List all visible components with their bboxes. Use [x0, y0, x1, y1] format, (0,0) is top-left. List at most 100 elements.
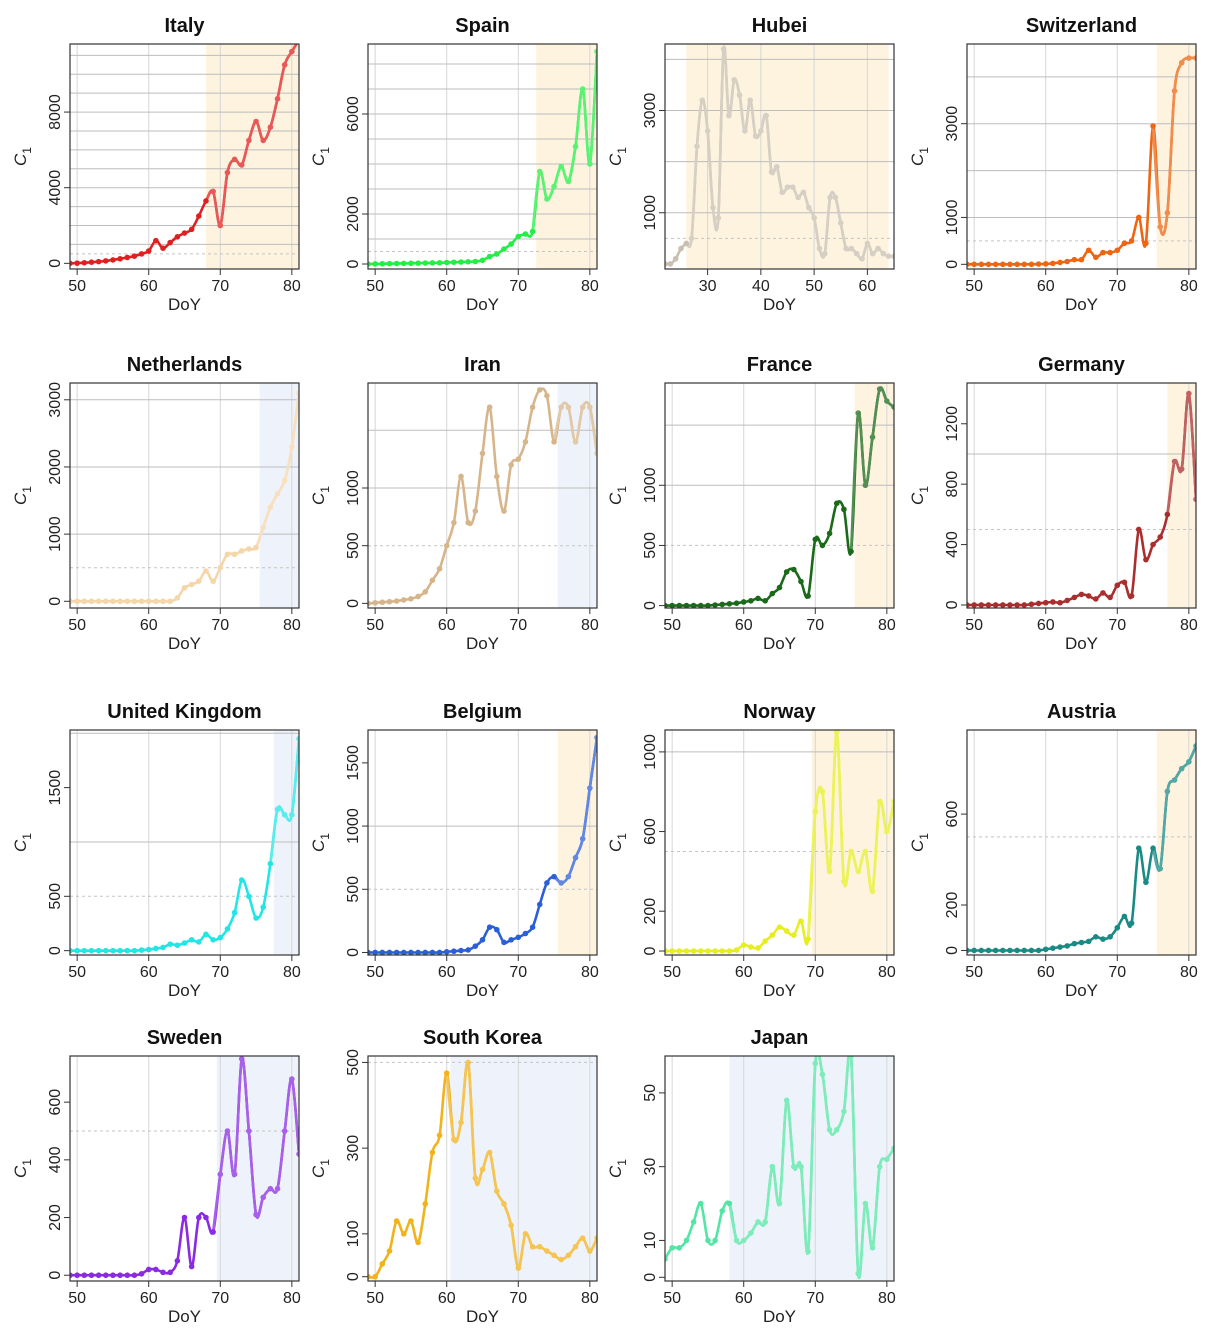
- data-point: [565, 178, 572, 185]
- x-axis-label: DoY: [466, 981, 499, 1000]
- data-point: [415, 260, 421, 266]
- x-tick-label: 50: [68, 1290, 86, 1307]
- data-point: [281, 477, 288, 484]
- data-point: [1157, 224, 1164, 230]
- data-point: [408, 595, 414, 602]
- data-point: [826, 868, 833, 875]
- data-point: [800, 189, 807, 196]
- data-point: [145, 248, 152, 254]
- data-point: [1057, 944, 1063, 950]
- data-point: [1128, 238, 1135, 244]
- data-point: [726, 112, 732, 119]
- data-point: [117, 255, 123, 262]
- data-point: [1021, 261, 1028, 268]
- shaded-period: [686, 44, 889, 269]
- data-point: [138, 251, 145, 257]
- data-point: [117, 598, 123, 605]
- data-point: [1035, 600, 1042, 607]
- data-point: [551, 1252, 557, 1259]
- data-point: [884, 828, 890, 835]
- x-tick-label: 60: [735, 964, 753, 981]
- data-point: [811, 215, 817, 221]
- data-point: [443, 542, 450, 549]
- data-point: [536, 168, 543, 175]
- data-point: [494, 473, 500, 480]
- panel-iran: 50 60 70 80 0 500 1000 Iran DoY C1: [309, 354, 599, 653]
- data-point: [224, 926, 231, 932]
- data-point: [1028, 261, 1035, 268]
- y-tick-label: 600: [47, 1089, 64, 1116]
- data-point: [821, 250, 828, 257]
- plot-frame: [966, 43, 1197, 270]
- data-point: [81, 1272, 88, 1279]
- data-point: [783, 1097, 790, 1104]
- data-point: [400, 260, 407, 267]
- data-point: [1100, 936, 1106, 942]
- data-point: [70, 947, 73, 954]
- data-point: [253, 1211, 259, 1218]
- data-point: [758, 128, 764, 134]
- data-point: [231, 156, 238, 163]
- data-point: [712, 1237, 718, 1244]
- data-point: [1135, 526, 1142, 533]
- series: [665, 1056, 894, 1279]
- data-point: [274, 96, 281, 102]
- data-point: [1143, 556, 1149, 563]
- y-tick-label: 0: [345, 599, 362, 608]
- data-point: [451, 948, 457, 955]
- data-point: [260, 904, 267, 910]
- data-point: [665, 1256, 668, 1262]
- data-point: [368, 949, 371, 955]
- x-axis-label: DoY: [763, 981, 796, 1000]
- data-point: [1050, 260, 1056, 267]
- data-point: [572, 439, 579, 445]
- y-axis-label-subscript: 1: [20, 833, 34, 840]
- x-tick-label: 80: [878, 964, 896, 981]
- data-point: [1007, 947, 1013, 954]
- data-point: [160, 944, 166, 951]
- data-point: [876, 386, 883, 392]
- data-point: [791, 932, 797, 938]
- y-tick-label: 1500: [345, 745, 362, 781]
- x-axis-label: DoY: [168, 634, 201, 653]
- data-point: [110, 1272, 116, 1279]
- data-point: [131, 598, 138, 605]
- panel-title: Norway: [743, 701, 816, 723]
- data-point: [565, 1252, 572, 1259]
- x-tick-label: 60: [735, 1290, 753, 1307]
- data-point: [1021, 602, 1028, 608]
- data-point: [88, 947, 95, 954]
- plot-frame: [69, 382, 300, 609]
- data-point: [551, 873, 557, 880]
- x-tick-label: 80: [581, 964, 599, 981]
- data-point: [203, 568, 209, 574]
- y-tick-label: 0: [345, 1272, 362, 1281]
- data-point: [579, 1235, 586, 1241]
- data-point: [436, 1132, 443, 1139]
- data-point: [683, 240, 690, 247]
- data-point: [841, 506, 847, 513]
- data-point: [472, 943, 479, 949]
- data-point: [372, 600, 378, 606]
- data-point: [501, 1201, 507, 1207]
- plot-frame: [966, 382, 1197, 609]
- data-point: [848, 848, 854, 855]
- data-point: [876, 1163, 883, 1170]
- data-point: [1028, 947, 1035, 954]
- data-point: [88, 259, 95, 265]
- y-axis-label-subscript: 1: [20, 147, 34, 154]
- data-point: [458, 473, 464, 480]
- data-point: [443, 1070, 450, 1076]
- data-point: [110, 947, 116, 954]
- x-axis-label: DoY: [763, 295, 796, 314]
- data-point: [160, 1269, 166, 1276]
- plot-frame: [664, 43, 895, 270]
- data-point: [443, 949, 450, 955]
- data-point: [869, 888, 876, 895]
- data-point: [1042, 261, 1049, 267]
- x-tick-label: 60: [140, 617, 158, 634]
- data-point: [1178, 59, 1185, 66]
- data-point: [676, 1245, 683, 1251]
- data-point: [81, 259, 88, 266]
